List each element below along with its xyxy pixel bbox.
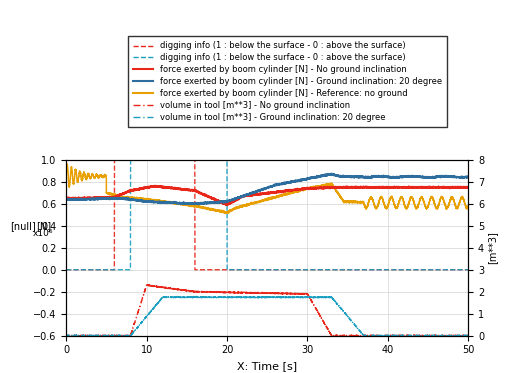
Text: x10⁶: x10⁶ bbox=[33, 229, 53, 238]
Legend: digging info (1 : below the surface - 0 : above the surface), digging info (1 : : digging info (1 : below the surface - 0 … bbox=[128, 37, 447, 127]
Y-axis label: [m**3]: [m**3] bbox=[487, 231, 497, 264]
Text: [N]: [N] bbox=[36, 221, 51, 231]
X-axis label: X: Time [s]: X: Time [s] bbox=[237, 361, 297, 371]
Text: [null]: [null] bbox=[10, 221, 36, 231]
